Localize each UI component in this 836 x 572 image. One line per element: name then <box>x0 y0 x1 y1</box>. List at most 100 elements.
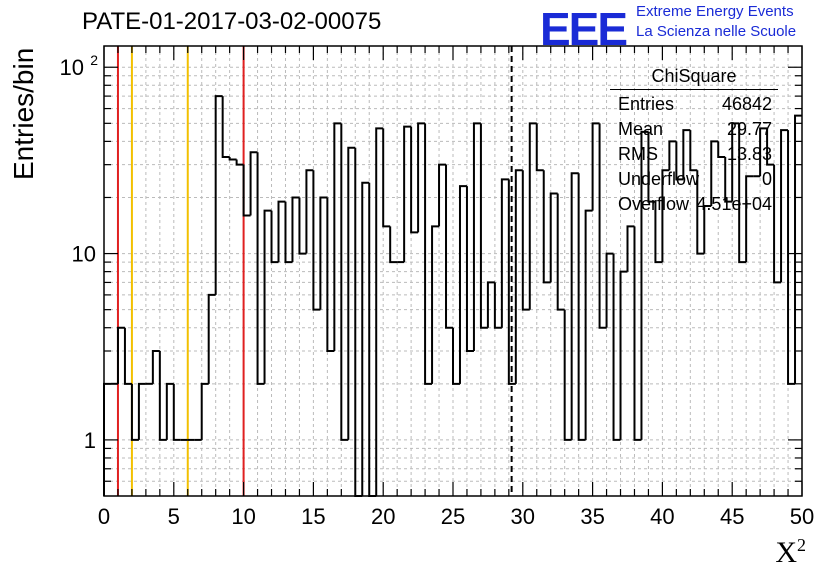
x-tick-label: 15 <box>301 504 325 529</box>
stats-row-underflow: Underflow 0 <box>610 167 778 192</box>
histogram-bin <box>172 383 181 441</box>
histogram-bin <box>682 129 691 180</box>
stats-label: RMS <box>618 144 658 164</box>
histogram-bin <box>319 196 328 310</box>
x-tick-label: 50 <box>790 504 814 529</box>
histogram-bin <box>438 163 447 227</box>
x-axis-label-base: X <box>775 536 797 569</box>
histogram-bin <box>654 201 663 264</box>
histogram-bin <box>375 127 384 496</box>
histogram-bin <box>759 127 768 177</box>
x-tick-label: 30 <box>511 504 535 529</box>
histogram-bin <box>235 159 244 166</box>
histogram-bin <box>333 122 342 352</box>
histogram-bin <box>431 225 440 384</box>
histogram-bin <box>417 122 426 233</box>
histogram-bin <box>123 327 132 385</box>
logo-line-2: La Scienza nelle Scuole <box>636 23 797 40</box>
histogram-bin <box>479 123 488 329</box>
y-tick-label: 10 <box>72 242 96 267</box>
histogram-bin <box>493 282 502 329</box>
histogram-bin <box>549 192 558 283</box>
stats-label: Underflow <box>618 169 700 189</box>
stats-row-entries: Entries 46842 <box>610 92 778 117</box>
histogram-bin <box>270 210 279 264</box>
logo-line-1: Extreme Energy Events <box>636 3 794 20</box>
x-tick-label: 25 <box>441 504 465 529</box>
y-axis-label: Entries/bin <box>8 47 39 180</box>
histogram-bin <box>612 253 621 441</box>
histogram-bin <box>780 129 789 283</box>
histogram-bin <box>717 141 726 158</box>
histogram-bin <box>619 270 628 440</box>
eee-logo: EEE <box>540 3 628 55</box>
histogram-bin <box>256 152 265 385</box>
histogram-bin <box>242 164 251 217</box>
histogram-bin <box>151 350 160 384</box>
histogram-bin <box>773 164 782 284</box>
histogram-bin <box>158 351 167 441</box>
histogram-bin <box>207 293 216 384</box>
stats-value: 0 <box>761 169 772 189</box>
histogram-bin <box>298 197 307 255</box>
x-tick-label: 40 <box>650 504 674 529</box>
histogram-bin <box>284 201 293 264</box>
stats-title: ChiSquare <box>610 66 778 90</box>
x-tick-label: 5 <box>168 504 180 529</box>
histogram-bin <box>472 122 481 352</box>
histogram-bin <box>263 209 272 384</box>
stats-row-mean: Mean 29.77 <box>610 117 778 142</box>
histogram-bin <box>745 175 754 263</box>
histogram-bin <box>528 122 537 310</box>
histogram-bin <box>675 141 684 181</box>
histogram-bin <box>668 140 677 171</box>
stats-label: Overflow <box>618 194 690 214</box>
histogram-bin <box>500 178 509 328</box>
histogram-bin <box>116 326 125 384</box>
histogram-bin <box>389 226 398 264</box>
histogram-bin <box>291 196 300 263</box>
y-tick-label: 1 <box>84 428 96 453</box>
histogram-bin <box>452 327 460 385</box>
histogram-bin <box>542 170 551 284</box>
histogram-bin <box>368 182 377 497</box>
histogram-bin <box>598 123 607 329</box>
histogram-bin <box>710 140 719 207</box>
x-tick-label: 35 <box>580 504 604 529</box>
histogram-bin <box>424 123 433 385</box>
histogram-bin <box>605 252 614 328</box>
x-tick-label: 45 <box>720 504 744 529</box>
histogram-bin <box>738 123 747 264</box>
histogram-bin <box>794 114 802 384</box>
histogram-bin <box>410 126 419 234</box>
histogram-bin <box>445 164 453 329</box>
histogram-bin <box>165 382 174 440</box>
histogram-bin <box>382 128 391 228</box>
x-axis-label: X2 <box>775 535 806 570</box>
x-axis-label-exponent: 2 <box>797 535 806 555</box>
histogram-bin <box>514 169 523 384</box>
chart-title: PATE-01-2017-03-02-00075 <box>82 8 382 35</box>
histogram-bin <box>249 151 258 216</box>
y-tick-label-exponent: 2 <box>90 52 98 68</box>
histogram-bin <box>458 185 467 384</box>
y-tick-label: 10 <box>60 55 84 80</box>
histogram-bin <box>731 122 740 202</box>
histogram-bin <box>403 125 412 263</box>
histogram-bin <box>228 156 237 161</box>
stats-value: 46842 <box>721 94 772 114</box>
histogram-bin <box>305 169 314 254</box>
histogram-bin <box>563 309 572 441</box>
stats-box: ChiSquare Entries 46842 Mean 29.77 RMS 13.8… <box>610 66 778 217</box>
histogram-bin <box>696 170 705 255</box>
stats-label: Entries <box>618 94 675 114</box>
histogram-bin <box>521 170 530 311</box>
histogram-bin <box>465 186 474 353</box>
histogram-bin <box>766 128 775 166</box>
histogram-bin <box>214 95 223 295</box>
histogram-bin <box>221 96 230 158</box>
stats-value: 4.51e+04 <box>696 194 772 214</box>
histogram-bin <box>200 382 209 440</box>
stats-row-rms: RMS 13.83 <box>610 142 778 167</box>
